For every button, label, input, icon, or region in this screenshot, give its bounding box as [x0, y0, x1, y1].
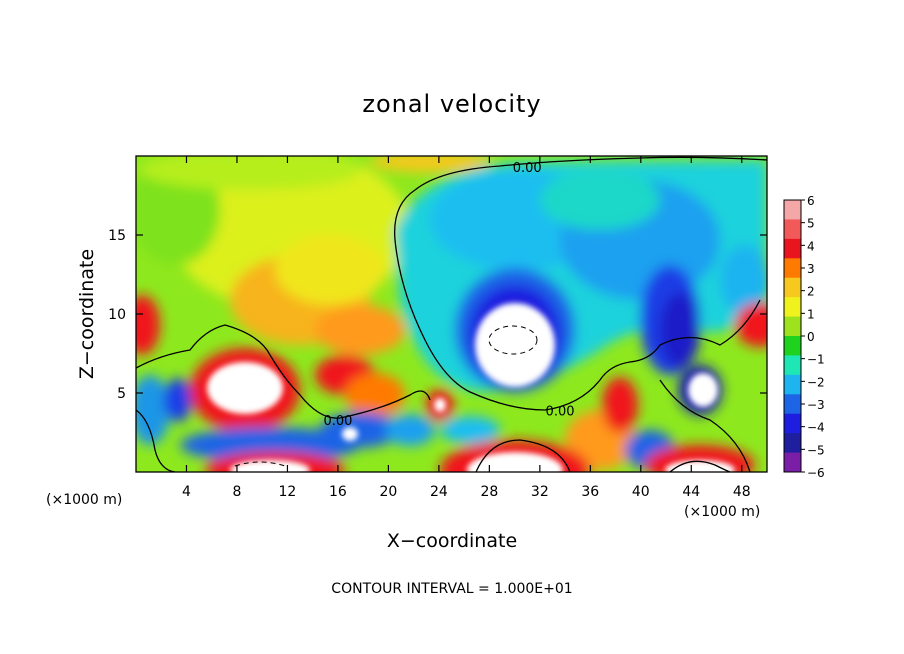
colorbar-label: −6	[807, 466, 825, 480]
contour-labels: 0.00 0.00 0.00	[323, 161, 574, 429]
chart-title: zonal velocity	[362, 90, 541, 118]
colorbar-swatch	[784, 433, 801, 454]
zero-contour-central	[394, 239, 761, 411]
x-tick-label: 44	[682, 484, 700, 500]
colorbar: 6 5 4 3 2 1 0 −1 −2 −3 −4 −5 −6	[783, 194, 825, 480]
colorbar-label: −4	[807, 421, 825, 435]
plot-area: 0.00 0.00 0.00	[136, 156, 767, 472]
x-axis-label: X−coordinate	[387, 530, 517, 552]
x-tick-label: 12	[279, 484, 297, 500]
colorbar-label: 6	[807, 194, 815, 208]
colorbar-swatch	[784, 394, 801, 415]
zero-contour-bottom-right	[669, 460, 731, 472]
saturated-cores	[207, 303, 735, 472]
dashed-contour-core	[488, 325, 538, 355]
colorbar-swatch	[784, 297, 801, 318]
colorbar-label: −2	[807, 375, 825, 389]
zero-contour-upper	[394, 156, 767, 241]
contour-interval-note: CONTOUR INTERVAL = 1.000E+01	[331, 581, 572, 597]
colorbar-label: 3	[807, 262, 815, 276]
x-tick-label: 4	[182, 484, 191, 500]
colorbar-swatch	[784, 200, 801, 220]
x-tick-label: 28	[480, 484, 498, 500]
x-tick-label: 8	[232, 484, 241, 500]
negative-contours	[234, 325, 538, 467]
colorbar-swatch	[784, 277, 801, 298]
colorbar-label: 1	[807, 307, 815, 321]
zero-contour-lower-left	[136, 409, 176, 472]
colorbar-swatch	[784, 238, 801, 259]
colorbar-swatch	[784, 374, 801, 395]
colorbar-label: 2	[807, 285, 815, 299]
colorbar-swatch	[784, 452, 801, 473]
zero-contours	[136, 156, 767, 472]
x-tick-label: 40	[632, 484, 650, 500]
zero-contour-left	[136, 324, 431, 419]
contour-label: 0.00	[546, 404, 575, 419]
y-tick-label: 5	[117, 386, 126, 402]
colorbar-swatch	[784, 258, 801, 279]
y-tick-label: 15	[108, 228, 126, 244]
colorbar-swatch	[784, 413, 801, 434]
colorbar-label: 4	[807, 239, 815, 253]
x-axis: 4 8 12 16 20 24 28 32 36 40 44 48	[182, 156, 751, 500]
contour-label: 0.00	[323, 414, 352, 429]
x-tick-label: 16	[329, 484, 347, 500]
x-unit-label-left: (×1000 m)	[46, 492, 122, 508]
colorbar-swatch	[784, 219, 801, 240]
dashed-contour-bottom	[234, 461, 286, 467]
contour-label: 0.00	[513, 161, 542, 176]
colorbar-label: −5	[807, 443, 825, 457]
x-tick-label: 24	[430, 484, 448, 500]
x-tick-label: 48	[733, 484, 751, 500]
colorbar-label: 5	[807, 217, 815, 231]
colorbar-swatch	[784, 336, 801, 356]
colorbar-swatch	[784, 316, 801, 337]
x-tick-label: 32	[531, 484, 549, 500]
y-tick-label: 10	[108, 307, 126, 323]
zero-contour-right-lower	[659, 379, 751, 472]
y-axis: 5 10 15	[108, 228, 767, 402]
colorbar-swatch	[784, 355, 801, 376]
x-unit-label-right: (×1000 m)	[684, 504, 760, 520]
x-tick-label: 20	[379, 484, 397, 500]
colorbar-label: −1	[807, 353, 825, 367]
y-axis-label: Z−coordinate	[76, 249, 98, 379]
zero-contour-bottom	[475, 439, 571, 472]
colorbar-label: −3	[807, 398, 825, 412]
colorbar-label: 0	[807, 330, 815, 344]
x-tick-label: 36	[581, 484, 599, 500]
